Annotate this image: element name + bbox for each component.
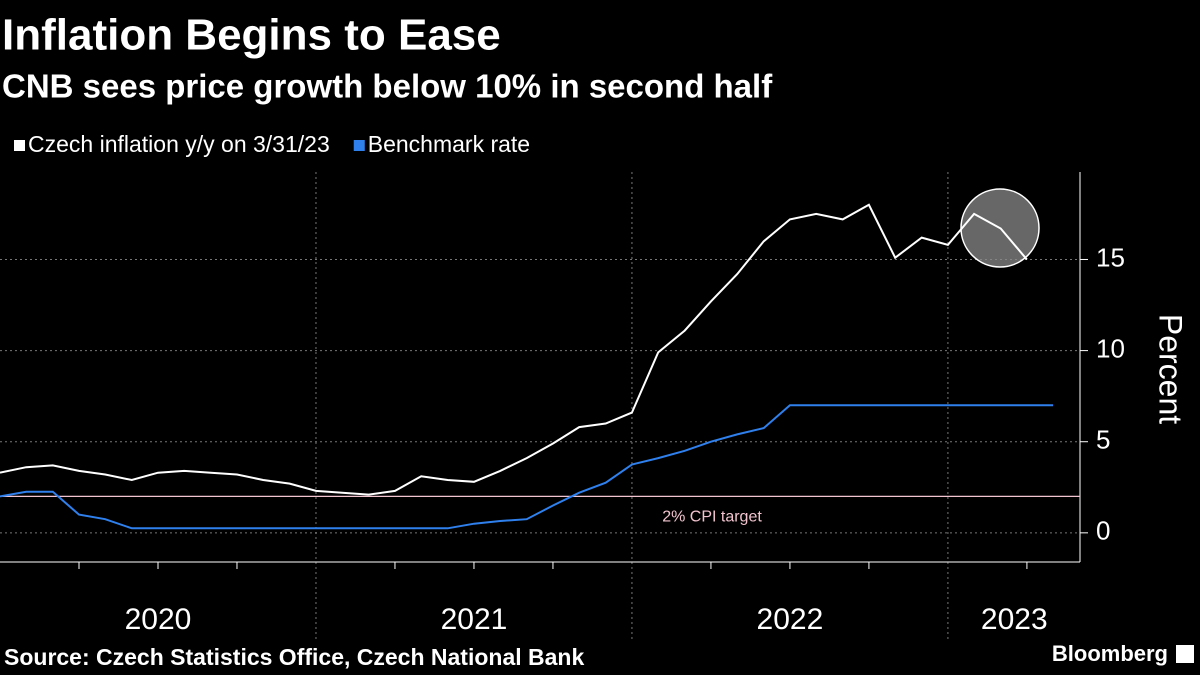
legend-label: Czech inflation y/y on 3/31/23 bbox=[28, 131, 330, 157]
reference-label: 2% CPI target bbox=[662, 509, 762, 526]
x-tick-label: 2022 bbox=[757, 603, 824, 636]
chart-title: Inflation Begins to Ease bbox=[2, 11, 501, 60]
legend: Czech inflation y/y on 3/31/23 Benchmark … bbox=[14, 131, 530, 157]
brand: Bloomberg bbox=[1052, 641, 1168, 666]
y-axis-label: Percent bbox=[1153, 314, 1189, 424]
y-tick-label: 10 bbox=[1096, 333, 1125, 363]
legend-swatch bbox=[353, 140, 365, 151]
series-line bbox=[0, 203, 1028, 496]
series-line bbox=[0, 404, 1054, 530]
y-tick-label: 0 bbox=[1096, 516, 1110, 546]
chart-subtitle: CNB sees price growth below 10% in secon… bbox=[2, 68, 773, 105]
legend-label: Benchmark rate bbox=[368, 131, 530, 157]
x-tick-label: 2020 bbox=[125, 603, 192, 636]
x-tick-label: 2023 bbox=[981, 603, 1048, 636]
legend-swatch bbox=[14, 140, 25, 151]
brand-icon bbox=[1176, 645, 1194, 663]
source: Source: Czech Statistics Office, Czech N… bbox=[4, 644, 584, 670]
x-tick-label: 2021 bbox=[441, 603, 508, 636]
y-tick-label: 15 bbox=[1096, 242, 1125, 272]
y-tick-label: 5 bbox=[1096, 425, 1110, 455]
